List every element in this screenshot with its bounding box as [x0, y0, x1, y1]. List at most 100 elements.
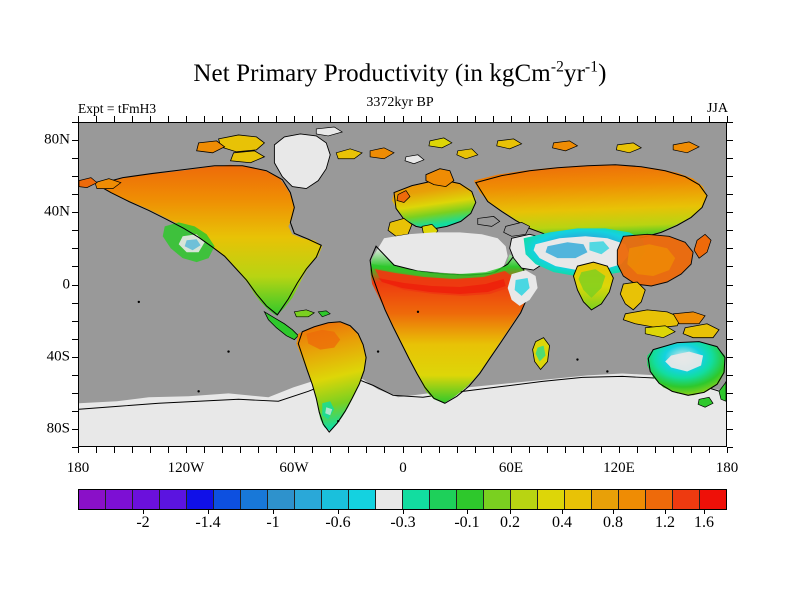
- y-axis-tick: [72, 303, 78, 304]
- y-axis-tick-right: [727, 248, 733, 249]
- x-axis-label: 180: [66, 460, 90, 476]
- colorbar-cell: [700, 490, 726, 509]
- y-axis-label: 40N: [44, 203, 70, 220]
- x-axis-tick: [384, 447, 385, 453]
- colorbar-cell: [106, 490, 133, 509]
- colorbar-cell: [484, 490, 511, 509]
- x-axis-tick: [601, 447, 602, 453]
- y-axis-tick: [72, 393, 78, 394]
- x-axis-tick-top: [114, 116, 115, 122]
- x-axis-tick-top: [511, 116, 512, 122]
- colorbar-tick: [613, 510, 614, 514]
- x-axis-tick-top: [673, 116, 674, 122]
- x-axis-tick-top: [727, 116, 728, 122]
- x-axis-tick: [114, 447, 115, 453]
- colorbar-tick-label: -0.1: [454, 514, 480, 531]
- x-axis-tick: [258, 447, 259, 453]
- x-axis-tick: [691, 447, 692, 453]
- x-axis-tick: [312, 447, 313, 453]
- x-axis-tick: [150, 447, 151, 453]
- x-axis-tick-top: [547, 116, 548, 122]
- x-axis-tick: [96, 447, 97, 453]
- y-axis-tick: [72, 212, 78, 213]
- y-axis-tick: [72, 158, 78, 159]
- y-axis-tick: [72, 375, 78, 376]
- x-axis-tick-top: [691, 116, 692, 122]
- x-axis-tick: [475, 447, 476, 453]
- y-axis-tick-right: [727, 321, 733, 322]
- x-axis-tick-top: [439, 116, 440, 122]
- colorbar-tick-label: -0.6: [325, 514, 351, 531]
- colorbar-tick-label: 1.6: [694, 514, 714, 531]
- colorbar-cell: [403, 490, 430, 509]
- y-axis-tick: [72, 122, 78, 123]
- x-axis-tick: [547, 447, 548, 453]
- x-axis-tick-top: [276, 116, 277, 122]
- x-axis-tick-top: [168, 116, 169, 122]
- x-axis-tick-top: [366, 116, 367, 122]
- x-axis-tick-top: [96, 116, 97, 122]
- colorbar-tick: [208, 510, 209, 514]
- x-axis-tick-top: [258, 116, 259, 122]
- colorbar-cell: [322, 490, 349, 509]
- title-exponent-2: -1: [585, 58, 599, 76]
- x-axis-label: 120W: [167, 460, 205, 476]
- x-axis-tick: [565, 447, 566, 453]
- x-axis-tick-top: [78, 116, 79, 122]
- map-plot-area: [78, 122, 727, 447]
- x-axis-tick-top: [330, 116, 331, 122]
- colorbar-tick-label: -1.4: [195, 514, 221, 531]
- x-axis-tick-top: [637, 116, 638, 122]
- colorbar-tick: [704, 510, 705, 514]
- colorbar-cell: [619, 490, 646, 509]
- colorbar-tick: [403, 510, 404, 514]
- x-axis-tick: [276, 447, 277, 453]
- x-axis-tick-top: [493, 116, 494, 122]
- colorbar-cell: [160, 490, 187, 509]
- colorbar-tick: [338, 510, 339, 514]
- y-axis-tick-right: [727, 447, 733, 448]
- x-axis-tick-top: [312, 116, 313, 122]
- y-axis-tick-right: [727, 429, 733, 430]
- x-axis-tick-top: [403, 116, 404, 122]
- colorbar-tick: [273, 510, 274, 514]
- y-axis-tick: [72, 176, 78, 177]
- y-axis-tick: [72, 339, 78, 340]
- x-axis-tick-top: [150, 116, 151, 122]
- colorbar-cell: [214, 490, 241, 509]
- y-axis-tick: [72, 266, 78, 267]
- x-axis-tick: [637, 447, 638, 453]
- colorbar-cell: [79, 490, 106, 509]
- y-axis-tick-right: [727, 411, 733, 412]
- page-title: Net Primary Productivity (in kgCm-2yr-1): [0, 58, 800, 88]
- colorbar-tick: [143, 510, 144, 514]
- y-axis-tick-right: [727, 230, 733, 231]
- y-axis-tick: [72, 321, 78, 322]
- x-axis-tick: [132, 447, 133, 453]
- x-axis-tick-top: [222, 116, 223, 122]
- x-axis-tick: [421, 447, 422, 453]
- x-axis-tick: [673, 447, 674, 453]
- x-axis-tick-top: [348, 116, 349, 122]
- season-label: JJA: [706, 101, 728, 116]
- colorbar-tick-label: 0.8: [603, 514, 623, 531]
- x-axis-tick: [330, 447, 331, 453]
- x-axis-tick-top: [294, 116, 295, 122]
- x-axis-tick-top: [529, 116, 530, 122]
- colorbar-tick: [467, 510, 468, 514]
- y-axis-label: 80N: [44, 131, 70, 148]
- colorbar-tick-label: -2: [136, 514, 150, 531]
- x-axis-tick-top: [421, 116, 422, 122]
- x-axis-tick-top: [565, 116, 566, 122]
- colorbar-cell: [646, 490, 673, 509]
- x-axis-tick-top: [601, 116, 602, 122]
- y-axis-tick: [72, 411, 78, 412]
- title-main: Net Primary Productivity (in kgCm: [193, 60, 551, 87]
- y-axis-tick-right: [727, 375, 733, 376]
- y-axis-tick-right: [727, 158, 733, 159]
- x-axis-tick: [294, 447, 295, 453]
- experiment-label: Expt = tFmH3: [78, 101, 157, 116]
- colorbar-cell: [538, 490, 565, 509]
- x-axis-tick: [511, 447, 512, 453]
- y-axis-label: 40S: [46, 348, 70, 365]
